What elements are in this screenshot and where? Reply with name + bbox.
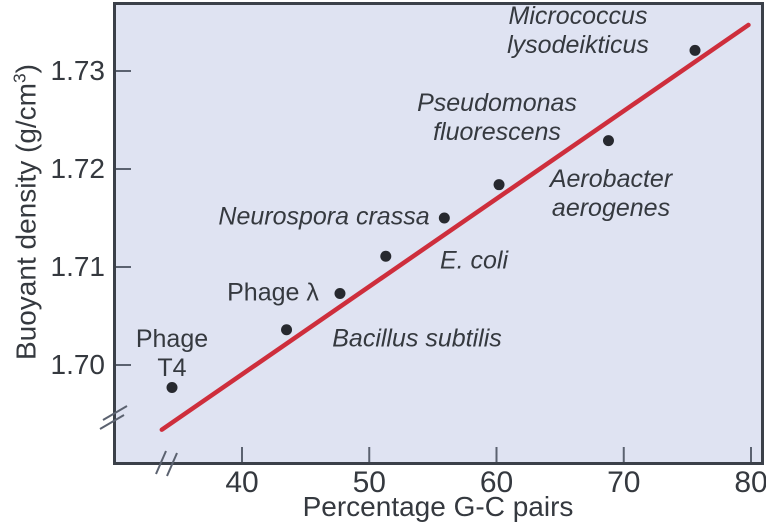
x-axis-label: Percentage G-C pairs bbox=[302, 491, 574, 522]
y-axis-label: Buoyant density (g/cm3) bbox=[9, 64, 42, 360]
y-tick-label-1.73: 1.73 bbox=[50, 55, 106, 86]
point-label-aerobacter-aerogenes: Aerobacter aerogenes bbox=[550, 165, 672, 223]
point-label-pseudomonas-fluorescens-line-2: fluorescens bbox=[433, 118, 561, 146]
point-label-micrococcus-lysodeikticus: Micrococcus lysodeikticus bbox=[507, 2, 649, 60]
x-tick-label-80: 80 bbox=[734, 466, 766, 499]
point-label-micrococcus-lysodeikticus-line-2: lysodeikticus bbox=[507, 31, 649, 59]
x-axis-break-slash bbox=[155, 450, 167, 475]
point-label-aerobacter-aerogenes-line-2: aerogenes bbox=[551, 194, 671, 222]
x-tick-label-70: 70 bbox=[607, 466, 641, 499]
x-axis-break-slash bbox=[166, 452, 178, 477]
data-point-e-coli bbox=[380, 250, 392, 262]
y-axis-break-slash bbox=[99, 414, 125, 430]
point-label-neurospora-crassa-line-1: Neurospora crassa bbox=[218, 202, 430, 231]
y-axis-label-superscript: 3 bbox=[9, 73, 30, 83]
point-label-phage-t4: Phage T4 bbox=[136, 325, 208, 383]
point-label-micrococcus-lysodeikticus-line-1: Micrococcus bbox=[508, 2, 648, 30]
data-point-micrococcus-lysodeikticus bbox=[689, 44, 701, 56]
point-label-e-coli: E. coli bbox=[440, 247, 508, 276]
regression-line bbox=[159, 22, 751, 432]
data-point-neurospora-crassa bbox=[438, 212, 450, 224]
point-label-e-coli-line-1: E. coli bbox=[439, 246, 509, 275]
x-tick-label-60: 60 bbox=[479, 466, 514, 499]
point-label-aerobacter-aerogenes-line-1: Aerobacter bbox=[549, 165, 673, 193]
y-axis-label-close-paren: ) bbox=[10, 63, 42, 74]
data-point-bacillus-subtilis bbox=[281, 324, 293, 336]
y-axis-break-slash bbox=[102, 405, 128, 421]
point-label-phage-lambda-line-1: Phage λ bbox=[227, 278, 319, 307]
point-label-neurospora-crassa: Neurospora crassa bbox=[218, 203, 429, 232]
y-tick-label-1.72: 1.72 bbox=[50, 153, 106, 184]
x-tick-label-50: 50 bbox=[352, 466, 386, 499]
point-label-bacillus-subtilis: Bacillus subtilis bbox=[332, 325, 502, 354]
point-label-phage-lambda: Phage λ bbox=[227, 279, 319, 308]
point-label-bacillus-subtilis-line-1: Bacillus subtilis bbox=[332, 324, 502, 353]
x-tick-label-40: 40 bbox=[225, 466, 259, 499]
data-point-phage-t4 bbox=[166, 382, 178, 394]
data-point-pseudomonas-fluorescens bbox=[602, 135, 614, 147]
y-tick-label-1.70: 1.70 bbox=[50, 349, 106, 380]
point-label-phage-t4-line-1: Phage bbox=[135, 325, 209, 353]
point-label-pseudomonas-fluorescens: Pseudomonas fluorescens bbox=[417, 89, 577, 147]
point-label-phage-t4-line-2: T4 bbox=[157, 354, 187, 382]
y-tick-label-1.71: 1.71 bbox=[50, 251, 106, 282]
data-point-aerobacter-aerogenes bbox=[493, 179, 505, 191]
y-axis-label-text: Buoyant density (g/cm bbox=[10, 82, 42, 361]
point-label-pseudomonas-fluorescens-line-1: Pseudomonas bbox=[417, 89, 577, 117]
data-point-phage-lambda bbox=[334, 287, 346, 299]
